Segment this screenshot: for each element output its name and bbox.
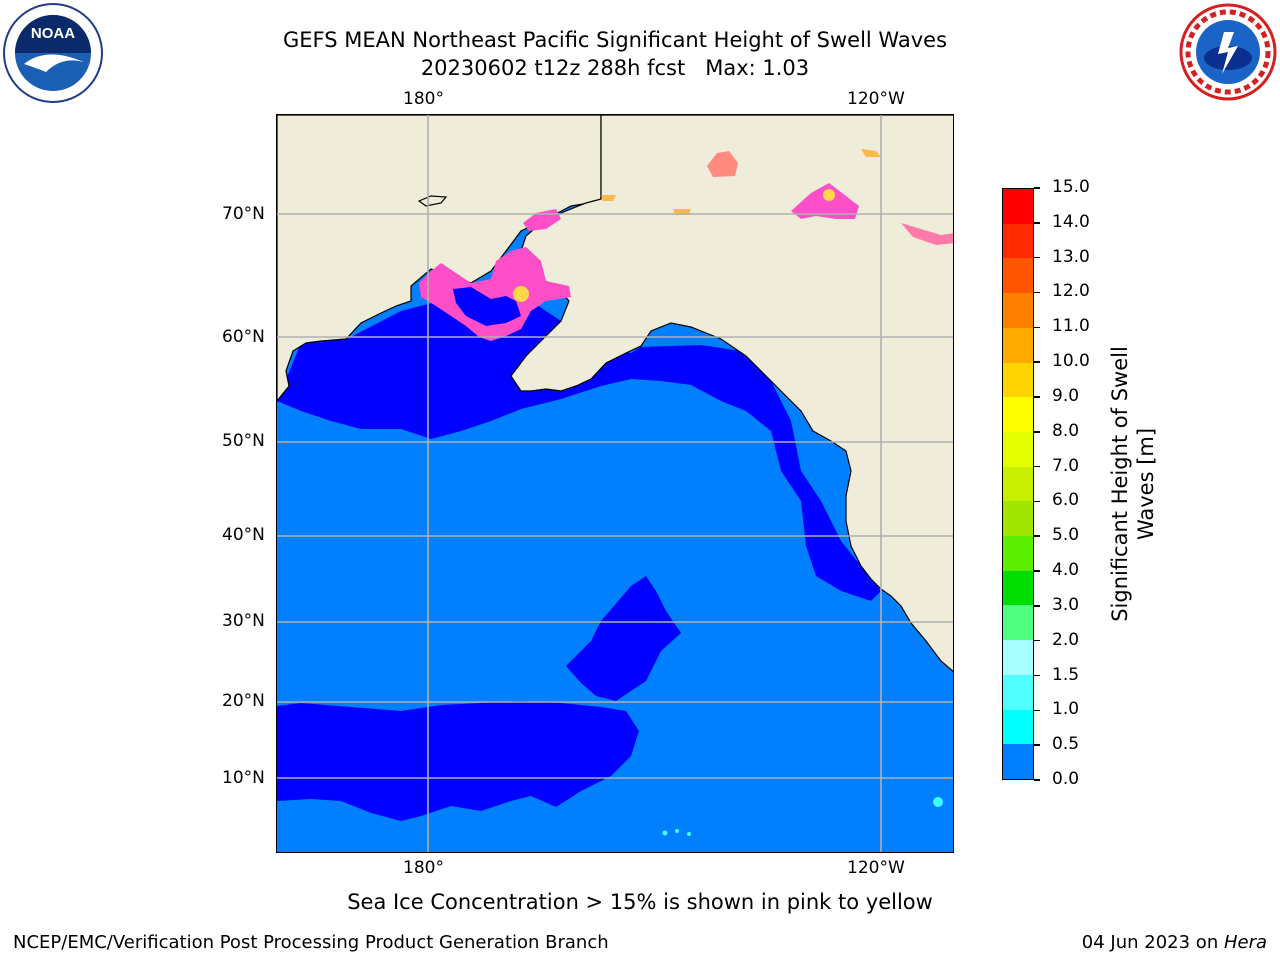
colorbar-tick-mark [1034,639,1040,642]
nws-logo-icon [1179,3,1277,101]
map-panel [276,114,954,853]
lat-label-20n: 20°N [222,691,265,711]
colorbar-segment [1003,605,1033,641]
nws-logo [1178,2,1278,102]
noaa-logo-text: NOAA [31,25,75,42]
colorbar-tick-label: 10.0 [1052,351,1090,372]
colorbar-label-line1: Significant Height of Swell [1108,346,1132,622]
lon-label-bottom-120w: 120°W [847,858,905,878]
colorbar-tick-mark [1034,361,1040,363]
colorbar-tick-mark [1034,465,1040,468]
colorbar-tick-mark [1034,500,1040,503]
sea-ice-beaufort [791,183,859,219]
lon-label-bottom-180: 180° [403,858,444,878]
colorbar-segment [1003,293,1033,328]
colorbar-tick-mark [1034,570,1040,572]
footer-date: 04 Jun 2023 on [1081,932,1224,953]
colorbar-segment [1003,189,1033,224]
colorbar-tick-label: 0.5 [1052,734,1080,755]
colorbar-segment [1003,466,1033,502]
colorbar-segment [1003,744,1033,779]
colorbar-tick-mark [1034,744,1040,746]
lat-label-50n: 50°N [222,431,265,451]
colorbar-segments [1003,189,1033,779]
lat-label-60n: 60°N [222,327,265,347]
sea-ice-yellow-spot [513,286,529,302]
colorbar-tick-label: 7.0 [1052,455,1080,476]
colorbar-tick-label: 14.0 [1052,211,1090,232]
colorbar [1002,188,1034,780]
colorbar-segment [1003,397,1033,432]
colorbar-tick-mark [1034,222,1040,224]
colorbar-tick-mark [1034,535,1040,537]
colorbar-tick-mark [1034,709,1040,712]
colorbar-segment [1003,362,1033,398]
map-graticule [277,115,953,852]
chart-subtitle: 20230602 t12z 288h fcst Max: 1.03 [420,56,810,80]
noaa-logo: NOAA [2,2,104,104]
central-pacific-low-swell [566,576,681,701]
sea-ice-north-patch [707,151,738,177]
footer-host: Hera [1223,932,1267,953]
lat-label-10n: 10°N [222,768,265,788]
colorbar-tick-label: 1.5 [1052,664,1080,685]
footer-left: NCEP/EMC/Verification Post Processing Pr… [13,932,609,953]
colorbar-segment [1003,431,1033,467]
sea-ice-bering [419,247,571,341]
colorbar-segment [1003,501,1033,537]
colorbar-tick-mark [1034,256,1040,259]
colorbar-tick-mark [1034,396,1040,398]
colorbar-label-line2: Waves [m] [1134,427,1158,541]
lon-label-top-180: 180° [403,89,444,109]
colorbar-tick-label: 0.0 [1052,769,1080,789]
colorbar-tick-label: 8.0 [1052,420,1080,441]
sea-ice-bering-inner [453,287,521,326]
colorbar-tick-label: 13.0 [1052,246,1090,267]
colorbar-segment [1003,536,1033,571]
tropical-low-swell [277,701,639,821]
map-canvas [277,115,953,852]
lon-label-top-120w: 120°W [847,89,905,109]
lat-label-70n: 70°N [222,204,265,224]
colorbar-segment [1003,327,1033,363]
footer-right: 04 Jun 2023 on Hera [1082,932,1267,953]
noaa-logo-icon: NOAA [3,3,103,103]
lat-label-30n: 30°N [222,611,265,631]
colorbar-segment [1003,258,1033,294]
higher-swell-specks [662,797,943,836]
lat-label-40n: 40°N [222,525,265,545]
colorbar-segment [1003,223,1033,259]
colorbar-tick-label: 3.0 [1052,594,1080,615]
colorbar-tick-label: 4.0 [1052,560,1080,581]
sea-ice-regions [419,149,953,341]
colorbar-tick-mark [1034,431,1040,433]
colorbar-tick-mark [1034,674,1040,677]
colorbar-tick-label: 11.0 [1052,316,1090,337]
colorbar-segment [1003,640,1033,675]
chart-title: GEFS MEAN Northeast Pacific Significant … [282,28,948,52]
colorbar-tick-label: 1.0 [1052,699,1080,720]
sea-ice-caption: Sea Ice Concentration > 15% is shown in … [347,890,933,914]
colorbar-segment [1003,570,1033,606]
colorbar-tick-label: 6.0 [1052,490,1080,511]
colorbar-tick-label: 9.0 [1052,385,1080,406]
colorbar-tick-mark [1034,779,1040,781]
colorbar-tick-label: 12.0 [1052,281,1090,302]
sea-ice-archipelago [901,223,953,245]
colorbar-tick-mark [1034,187,1040,189]
colorbar-tick-mark [1034,605,1040,607]
colorbar-tick-label: 2.0 [1052,629,1080,650]
colorbar-segment [1003,709,1033,745]
colorbar-tick-label: 15.0 [1052,177,1090,197]
colorbar-segment [1003,674,1033,710]
colorbar-tick-mark [1034,291,1040,294]
small-island-arctic [417,195,448,207]
colorbar-tick-mark [1034,326,1040,329]
colorbar-tick-label: 5.0 [1052,525,1080,546]
